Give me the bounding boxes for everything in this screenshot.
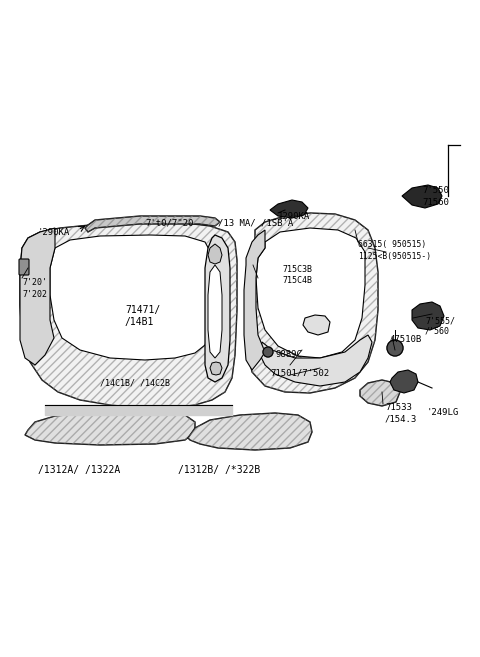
Polygon shape: [244, 230, 265, 370]
Text: 1290KA: 1290KA: [278, 212, 310, 221]
Text: 7't0/7"20: 7't0/7"20: [145, 218, 193, 227]
Text: /14C1B/ /14C2B: /14C1B/ /14C2B: [100, 378, 170, 387]
Polygon shape: [208, 244, 222, 264]
Text: 7'202: 7'202: [22, 290, 47, 299]
Text: '249LG: '249LG: [427, 408, 459, 417]
Text: 7'555/: 7'555/: [425, 316, 455, 325]
Polygon shape: [85, 216, 220, 232]
Text: 71560: 71560: [422, 198, 449, 207]
Polygon shape: [256, 228, 365, 358]
Circle shape: [387, 340, 403, 356]
Text: /14B1: /14B1: [125, 317, 155, 327]
Text: 7'20': 7'20': [22, 278, 47, 287]
Text: 71533: 71533: [385, 403, 412, 412]
Polygon shape: [246, 213, 378, 393]
Text: 1125<B(950515-): 1125<B(950515-): [358, 252, 431, 261]
FancyBboxPatch shape: [19, 259, 29, 275]
Polygon shape: [360, 380, 400, 406]
Polygon shape: [50, 235, 212, 360]
Text: 7'550: 7'550: [422, 186, 449, 195]
Polygon shape: [20, 222, 237, 408]
Polygon shape: [412, 302, 444, 330]
Text: 71471/: 71471/: [125, 305, 160, 315]
Text: 71501/7'502: 71501/7'502: [270, 368, 329, 377]
Polygon shape: [25, 412, 195, 445]
Polygon shape: [390, 370, 418, 393]
Text: 66315( 950515): 66315( 950515): [358, 240, 426, 249]
Text: '290KA: '290KA: [38, 228, 70, 237]
Text: /154.3: /154.3: [385, 414, 417, 423]
Polygon shape: [205, 235, 230, 382]
Text: 9889C: 9889C: [275, 350, 302, 359]
Polygon shape: [402, 185, 442, 208]
Text: /'560: /'560: [425, 327, 450, 336]
Polygon shape: [260, 335, 372, 386]
Polygon shape: [188, 413, 312, 450]
Polygon shape: [208, 265, 222, 358]
Circle shape: [263, 347, 273, 357]
Polygon shape: [270, 200, 308, 218]
Polygon shape: [303, 315, 330, 335]
Text: 715C4B: 715C4B: [282, 276, 312, 285]
Text: 47510B: 47510B: [390, 335, 422, 344]
Text: /1312A/ /1322A: /1312A/ /1322A: [38, 465, 120, 475]
Text: 715C3B: 715C3B: [282, 265, 312, 274]
Text: /1312B/ /*322B: /1312B/ /*322B: [178, 465, 260, 475]
Polygon shape: [210, 362, 222, 375]
Polygon shape: [20, 228, 55, 365]
Text: /13 MA/ /1SB'A: /13 MA/ /1SB'A: [218, 218, 293, 227]
